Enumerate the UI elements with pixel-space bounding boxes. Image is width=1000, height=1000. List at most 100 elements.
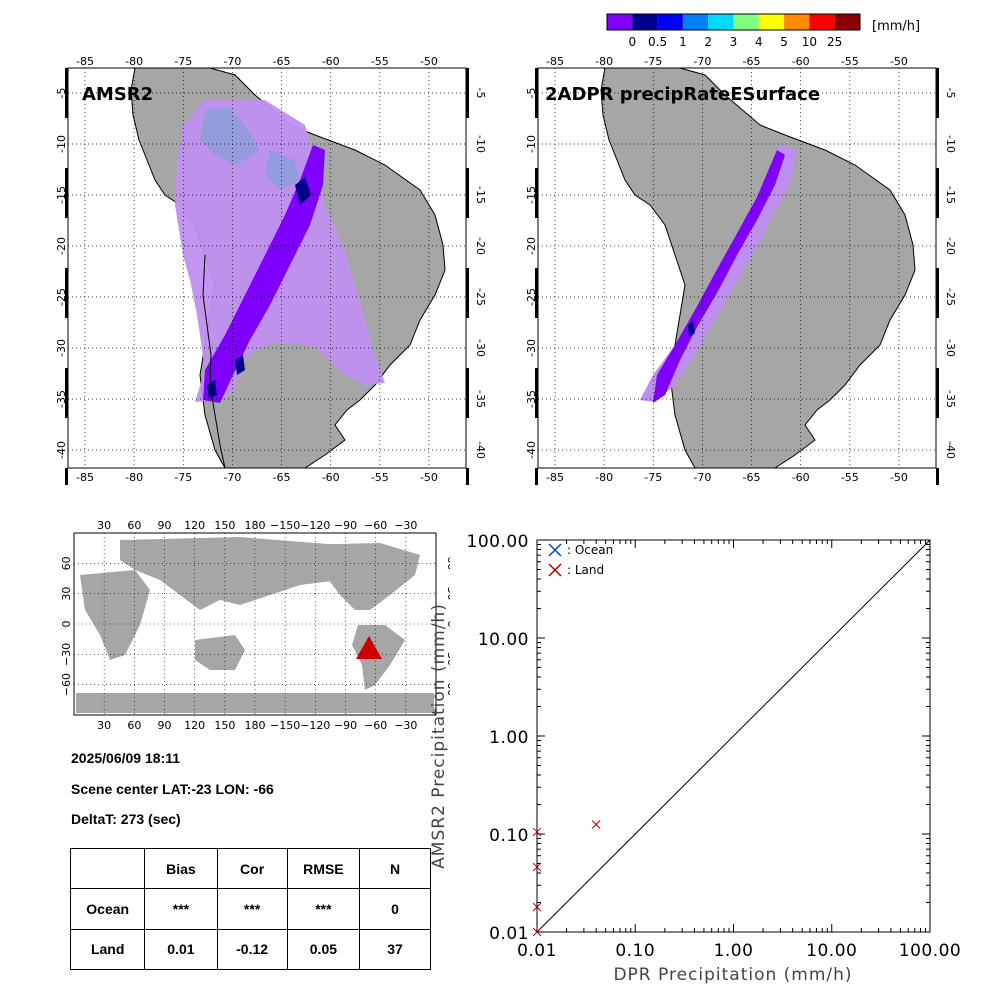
lon-tick-label: -85 (76, 471, 94, 484)
lat-tick-label: -25 (944, 288, 955, 306)
world-lat-tick: 0 (445, 621, 450, 628)
colorbar-label: 5 (780, 35, 788, 49)
lon-tick-label: -85 (546, 471, 564, 484)
lon-tick-label: -70 (223, 471, 241, 484)
lon-tick-label: -55 (841, 471, 859, 484)
lon-tick-label: -50 (890, 471, 908, 484)
stats-cell: 0.01 (144, 928, 218, 971)
lat-tick-label: -30 (525, 339, 538, 357)
lon-tick-label: -75 (644, 471, 662, 484)
legend-marker (548, 563, 562, 577)
colorbar-swatch (758, 14, 785, 30)
lon-tick-label: -55 (371, 471, 389, 484)
world-lat-tick: −60 (445, 673, 450, 696)
world-lat-tick: 30 (60, 587, 73, 601)
one-to-one-line (536, 539, 931, 933)
lat-tick-label: -25 (55, 288, 68, 306)
lat-tick-label: -15 (55, 186, 68, 204)
world-lon-tick: −90 (334, 519, 357, 532)
world-lon-tick: 180 (245, 719, 266, 732)
world-lat-tick: 0 (60, 621, 73, 628)
y-tick-label: 10.00 (478, 630, 529, 650)
x-axis-title: DPR Precipitation (mm/h) (613, 965, 852, 985)
lat-tick-label: -15 (944, 186, 955, 204)
lat-tick-label: -30 (55, 339, 68, 357)
lat-tick-label: -30 (474, 339, 485, 357)
world-lat-tick: 60 (445, 556, 450, 570)
australia-land (195, 635, 245, 670)
lat-tick-label: -15 (525, 186, 538, 204)
colorbar-label: 3 (730, 35, 738, 49)
lon-tick-label: -85 (76, 55, 94, 68)
amsr2-blue-patches (200, 107, 300, 190)
lon-tick-label: -70 (693, 471, 711, 484)
lon-tick-label: -50 (890, 55, 908, 68)
eurasia-land (120, 537, 360, 610)
x-tick-label: 100.00 (899, 941, 961, 961)
stats-header-row: Bias Cor RMSE N (69, 847, 431, 890)
lat-tick-label: -10 (474, 135, 485, 153)
colorbar-label: 2 (704, 35, 712, 49)
world-lon-tick: −150 (270, 519, 300, 532)
world-lat-tick: −30 (445, 643, 450, 666)
world-lon-tick: −90 (334, 719, 357, 732)
lat-tick-label: -10 (525, 135, 538, 153)
lon-tick-label: -50 (420, 55, 438, 68)
lat-tick-label: -10 (944, 135, 955, 153)
y-tick-label: 100.00 (467, 532, 529, 552)
colorbar-label: 0 (628, 35, 636, 49)
lat-tick-label: -35 (55, 390, 68, 408)
lon-tick-label: -70 (693, 55, 711, 68)
world-lon-tick: −120 (300, 719, 330, 732)
lon-tick-label: -80 (595, 471, 613, 484)
stats-header-bias: Bias (144, 847, 218, 890)
stats-cell: *** (216, 888, 288, 930)
x-tick-label: 1.00 (714, 941, 754, 961)
lat-tick-label: -40 (55, 441, 68, 459)
world-lon-tick: 90 (158, 719, 172, 732)
scatter-point (532, 902, 542, 912)
colorbar-swatch (682, 14, 709, 30)
world-lon-tick: 60 (127, 719, 141, 732)
amsr2-swath-dark (203, 145, 325, 403)
scatter-point (532, 927, 542, 937)
world-lon-tick: 60 (127, 519, 141, 532)
world-lon-tick: 120 (184, 519, 205, 532)
lon-tick-label: -60 (792, 55, 810, 68)
colorbar-label: 25 (827, 35, 842, 49)
lat-tick-label: -5 (944, 88, 955, 99)
world-lat-tick: −30 (60, 643, 73, 666)
lon-tick-label: -65 (273, 55, 291, 68)
stats-header-n: N (359, 847, 431, 890)
lat-tick-label: -20 (525, 237, 538, 255)
world-lon-tick: −150 (270, 719, 300, 732)
lat-tick-label: -25 (474, 288, 485, 306)
stats-cell: Land (69, 928, 146, 971)
world-lat-tick: −60 (60, 673, 73, 696)
lon-tick-label: -80 (595, 55, 613, 68)
lat-tick-label: -35 (944, 390, 955, 408)
lon-tick-label: -80 (125, 55, 143, 68)
x-tick-label: 0.01 (517, 941, 557, 961)
x-tick-label: 0.10 (615, 941, 655, 961)
delta-t: DeltaT: 273 (sec) (71, 811, 181, 827)
lon-tick-label: -75 (644, 55, 662, 68)
lat-tick-label: -5 (525, 88, 538, 99)
lat-tick-label: -40 (474, 441, 485, 459)
dpr-swath-dark (653, 150, 785, 403)
lat-tick-label: -10 (55, 135, 68, 153)
lon-tick-label: -55 (841, 55, 859, 68)
colorbar: [mm/h] 0 0.5 1 2 3 4 5 10 25 (606, 13, 920, 49)
lat-tick-label: -35 (474, 390, 485, 408)
lat-tick-label: -20 (944, 237, 955, 255)
lon-tick-label: -65 (273, 471, 291, 484)
world-lat-tick: 30 (445, 587, 450, 601)
colorbar-swatch (834, 14, 860, 30)
world-lon-tick: 90 (158, 519, 172, 532)
lon-tick-label: -75 (174, 471, 192, 484)
lon-tick-label: -65 (743, 55, 761, 68)
colorbar-label: 1 (679, 35, 687, 49)
colorbar-label: 0.5 (648, 35, 667, 49)
lat-tick-label: -40 (944, 441, 955, 459)
lon-tick-label: -65 (743, 471, 761, 484)
